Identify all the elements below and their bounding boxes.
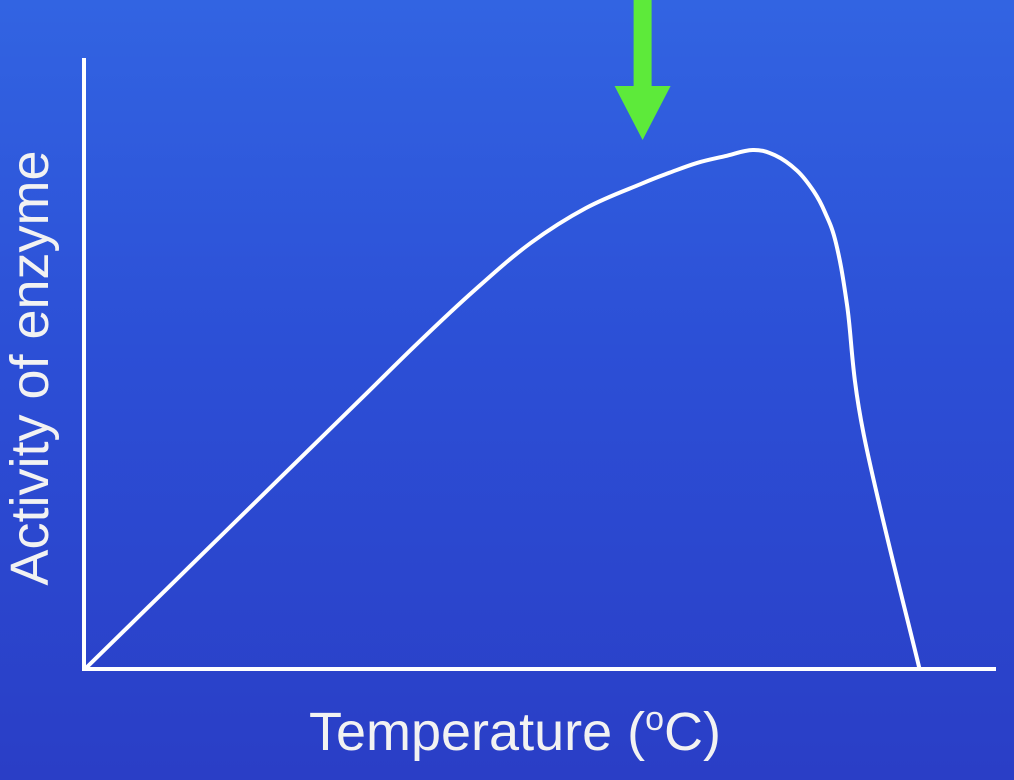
optimum-arrow-icon (614, 0, 671, 140)
optimum-arrow-shaft (633, 0, 652, 88)
x-axis-label-superscript: o (645, 700, 664, 738)
x-axis-label: Temperature (oC) (309, 700, 721, 762)
optimum-arrow-head (614, 86, 671, 140)
y-axis-label: Activity of enzyme (0, 150, 60, 585)
series-line-activity (84, 147, 922, 670)
